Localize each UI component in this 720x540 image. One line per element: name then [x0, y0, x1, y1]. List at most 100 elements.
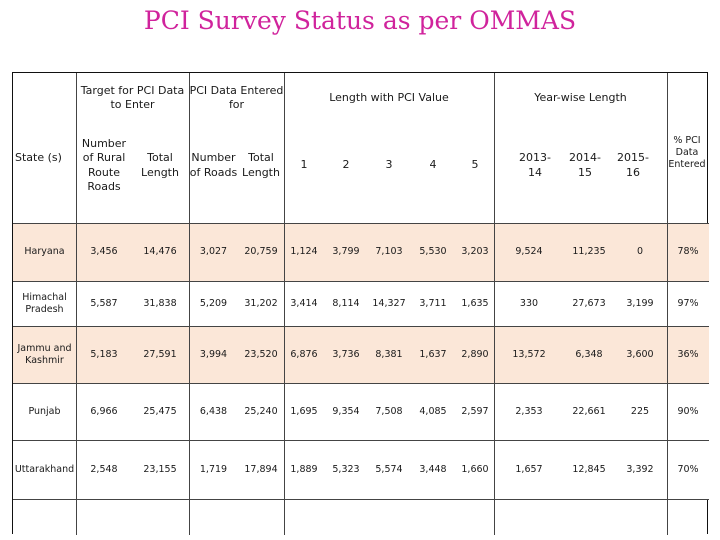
- value-cell: 1,657: [515, 463, 543, 475]
- value-cell: 25,475: [143, 405, 177, 417]
- value-cell: 1,695: [290, 405, 318, 417]
- row-divider: [13, 440, 709, 441]
- header-rural-roads: Number of Rural Route Roads: [81, 136, 127, 193]
- header-num-roads: Number of Roads: [189, 151, 238, 179]
- header-pct-entered: % PCI Data Entered: [668, 135, 706, 170]
- group-header-entered: PCI Data Entered for: [189, 83, 284, 111]
- header-pci-3: 3: [385, 158, 393, 172]
- value-cell: 5,587: [90, 297, 118, 309]
- value-cell: 1,660: [461, 463, 489, 475]
- value-cell: 0: [636, 246, 644, 258]
- table-row-band: [13, 281, 709, 326]
- row-divider: [13, 383, 709, 384]
- column-divider: [494, 73, 495, 535]
- row-divider: [13, 281, 709, 282]
- value-cell: 3,203: [461, 246, 489, 258]
- value-cell: 7,508: [375, 405, 403, 417]
- value-cell: 14,327: [372, 297, 406, 309]
- value-cell: 3,199: [626, 297, 654, 309]
- value-cell: 25,240: [244, 405, 278, 417]
- value-cell: 3,994: [199, 348, 228, 360]
- value-cell: 22,661: [572, 405, 606, 417]
- column-divider: [284, 73, 285, 535]
- table-row-band: [13, 383, 709, 440]
- value-cell: 3,448: [419, 463, 447, 475]
- value-cell: 1,719: [199, 463, 228, 475]
- state-cell: Uttarakhand: [14, 463, 75, 475]
- value-cell: 2,353: [515, 405, 543, 417]
- value-cell: 6,876: [290, 348, 318, 360]
- value-cell: 3,027: [199, 246, 228, 258]
- table-row-band: [13, 440, 709, 499]
- value-cell: 3,799: [332, 246, 360, 258]
- value-cell: 5,530: [419, 246, 447, 258]
- value-cell: 1,637: [419, 348, 447, 360]
- column-divider: [76, 73, 77, 535]
- value-cell: 13,572: [512, 348, 546, 360]
- pci-status-table: Target for PCI Data to Enter PCI Data En…: [12, 72, 709, 535]
- value-cell: 36%: [677, 348, 699, 360]
- header-year-2015: 2015-16: [617, 151, 649, 179]
- group-header-length-pci: Length with PCI Value: [329, 90, 449, 104]
- value-cell: 23,520: [244, 348, 278, 360]
- group-header-yearwise: Year-wise Length: [534, 90, 627, 104]
- value-cell: 3,711: [419, 297, 447, 309]
- row-divider: [13, 223, 709, 224]
- value-cell: 6,348: [575, 348, 603, 360]
- value-cell: 1,635: [461, 297, 489, 309]
- value-cell: 3,414: [290, 297, 318, 309]
- header-pci-1: 1: [300, 158, 308, 172]
- value-cell: 78%: [677, 246, 699, 258]
- state-cell: Punjab: [28, 405, 61, 417]
- value-cell: 330: [519, 297, 539, 309]
- header-pci-2: 2: [342, 158, 350, 172]
- row-divider: [13, 326, 709, 327]
- value-cell: 5,323: [332, 463, 360, 475]
- value-cell: 12,845: [572, 463, 606, 475]
- value-cell: 4,085: [419, 405, 447, 417]
- value-cell: 27,591: [143, 348, 177, 360]
- value-cell: 97%: [677, 297, 699, 309]
- value-cell: 5,209: [199, 297, 228, 309]
- header-year-2013: 2013-14: [519, 151, 551, 179]
- value-cell: 31,202: [244, 297, 278, 309]
- value-cell: 1,889: [290, 463, 318, 475]
- value-cell: 6,438: [199, 405, 228, 417]
- header-year-2014: 2014-15: [569, 151, 601, 179]
- value-cell: 3,392: [626, 463, 654, 475]
- value-cell: 17,894: [244, 463, 278, 475]
- value-cell: 14,476: [143, 246, 177, 258]
- page-title: PCI Survey Status as per OMMAS: [143, 6, 577, 35]
- row-divider: [13, 499, 709, 500]
- header-pci-4: 4: [429, 158, 437, 172]
- value-cell: 9,354: [332, 405, 360, 417]
- value-cell: 2,890: [461, 348, 489, 360]
- value-cell: 3,600: [626, 348, 654, 360]
- header-total-length-entered: Total Length: [242, 151, 280, 179]
- value-cell: 70%: [677, 463, 699, 475]
- value-cell: 3,456: [90, 246, 118, 258]
- state-cell: Haryana: [24, 246, 65, 258]
- state-cell: Jammu and Kashmir: [17, 342, 72, 366]
- header-pci-5: 5: [471, 158, 479, 172]
- value-cell: 225: [630, 405, 650, 417]
- table-row-band: [13, 326, 709, 383]
- value-cell: 11,235: [572, 246, 606, 258]
- value-cell: 90%: [677, 405, 699, 417]
- value-cell: 20,759: [244, 246, 278, 258]
- value-cell: 27,673: [572, 297, 606, 309]
- table-row-band: [13, 223, 709, 281]
- value-cell: 2,597: [461, 405, 489, 417]
- header-state: State (s): [15, 150, 62, 164]
- value-cell: 23,155: [143, 463, 177, 475]
- value-cell: 8,381: [375, 348, 403, 360]
- value-cell: 9,524: [515, 246, 543, 258]
- value-cell: 31,838: [143, 297, 177, 309]
- value-cell: 5,183: [90, 348, 118, 360]
- value-cell: 2,548: [90, 463, 118, 475]
- column-divider: [667, 73, 668, 535]
- value-cell: 5,574: [375, 463, 403, 475]
- header-total-length-target: Total Length: [141, 151, 179, 179]
- value-cell: 7,103: [375, 246, 403, 258]
- value-cell: 6,966: [90, 405, 118, 417]
